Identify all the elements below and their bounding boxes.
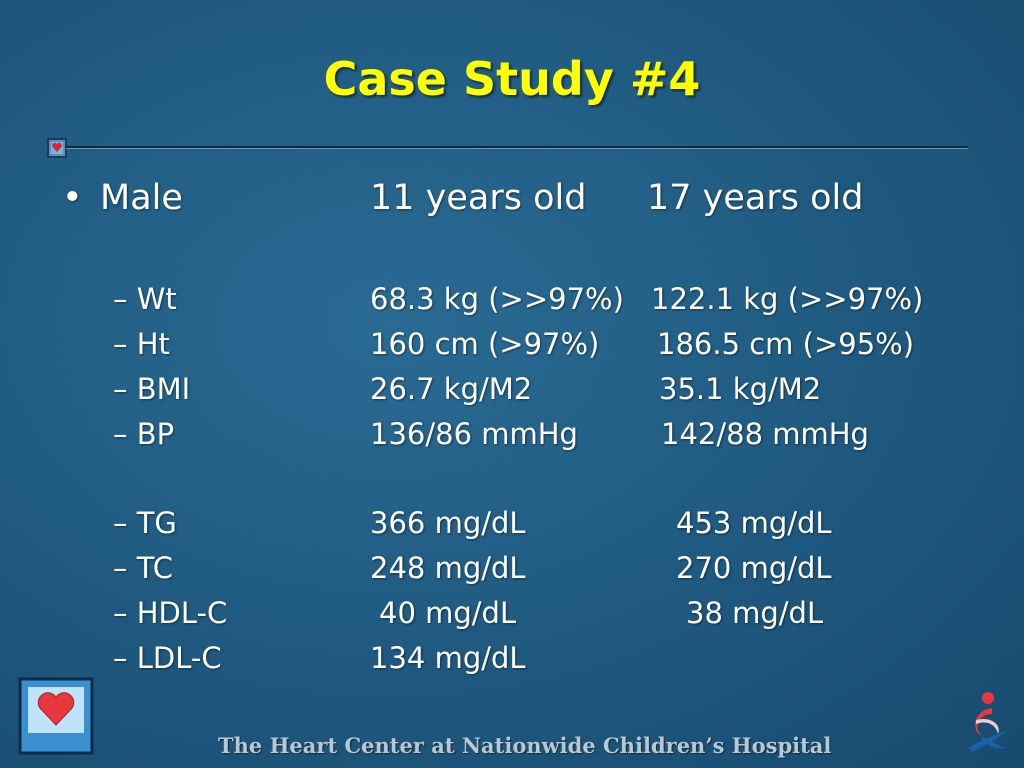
row-bp-col2: 142/88 mmHg: [661, 417, 869, 451]
slide-title: Case Study #4: [323, 52, 701, 106]
row-label-bmi: – BMI: [113, 372, 191, 406]
row-bmi-col1: 26.7 kg/M2: [370, 372, 533, 406]
row-tc-col2: 270 mg/dL: [676, 551, 832, 585]
row-tg-col2: 453 mg/dL: [676, 506, 832, 540]
gender-label: Male: [100, 178, 183, 218]
row-label-hdl: – HDL-C: [113, 596, 228, 630]
age-column-1: 11 years old: [370, 178, 587, 218]
bullet: •: [62, 178, 83, 218]
row-hdl-col2: 38 mg/dL: [686, 596, 824, 630]
row-bp-col1: 136/86 mmHg: [370, 417, 578, 451]
row-bmi-col2: 35.1 kg/M2: [659, 372, 822, 406]
row-ht-col1: 160 cm (>97%): [370, 327, 600, 361]
row-label-tg: – TG: [113, 506, 177, 540]
row-tg-col1: 366 mg/dL: [370, 506, 526, 540]
heart-logo-icon: [18, 677, 96, 757]
row-wt-col2: 122.1 kg (>>97%): [651, 282, 924, 316]
title-divider: [66, 146, 968, 149]
row-ldl-col1: 134 mg/dL: [370, 641, 526, 675]
row-label-bp: – BP: [113, 417, 175, 451]
age-column-2: 17 years old: [647, 178, 864, 218]
heart-square-icon: [47, 138, 67, 158]
footer-text: The Heart Center at Nationwide Children’…: [218, 733, 832, 758]
row-label-wt: – Wt: [113, 282, 177, 316]
row-wt-col1: 68.3 kg (>>97%): [370, 282, 624, 316]
row-hdl-col1: 40 mg/dL: [379, 596, 517, 630]
row-label-ldl: – LDL-C: [113, 641, 222, 675]
row-tc-col1: 248 mg/dL: [370, 551, 526, 585]
row-ht-col2: 186.5 cm (>95%): [657, 327, 915, 361]
row-label-tc: – TC: [113, 551, 173, 585]
row-label-ht: – Ht: [113, 327, 170, 361]
nationwide-childrens-logo-icon: [962, 690, 1012, 756]
